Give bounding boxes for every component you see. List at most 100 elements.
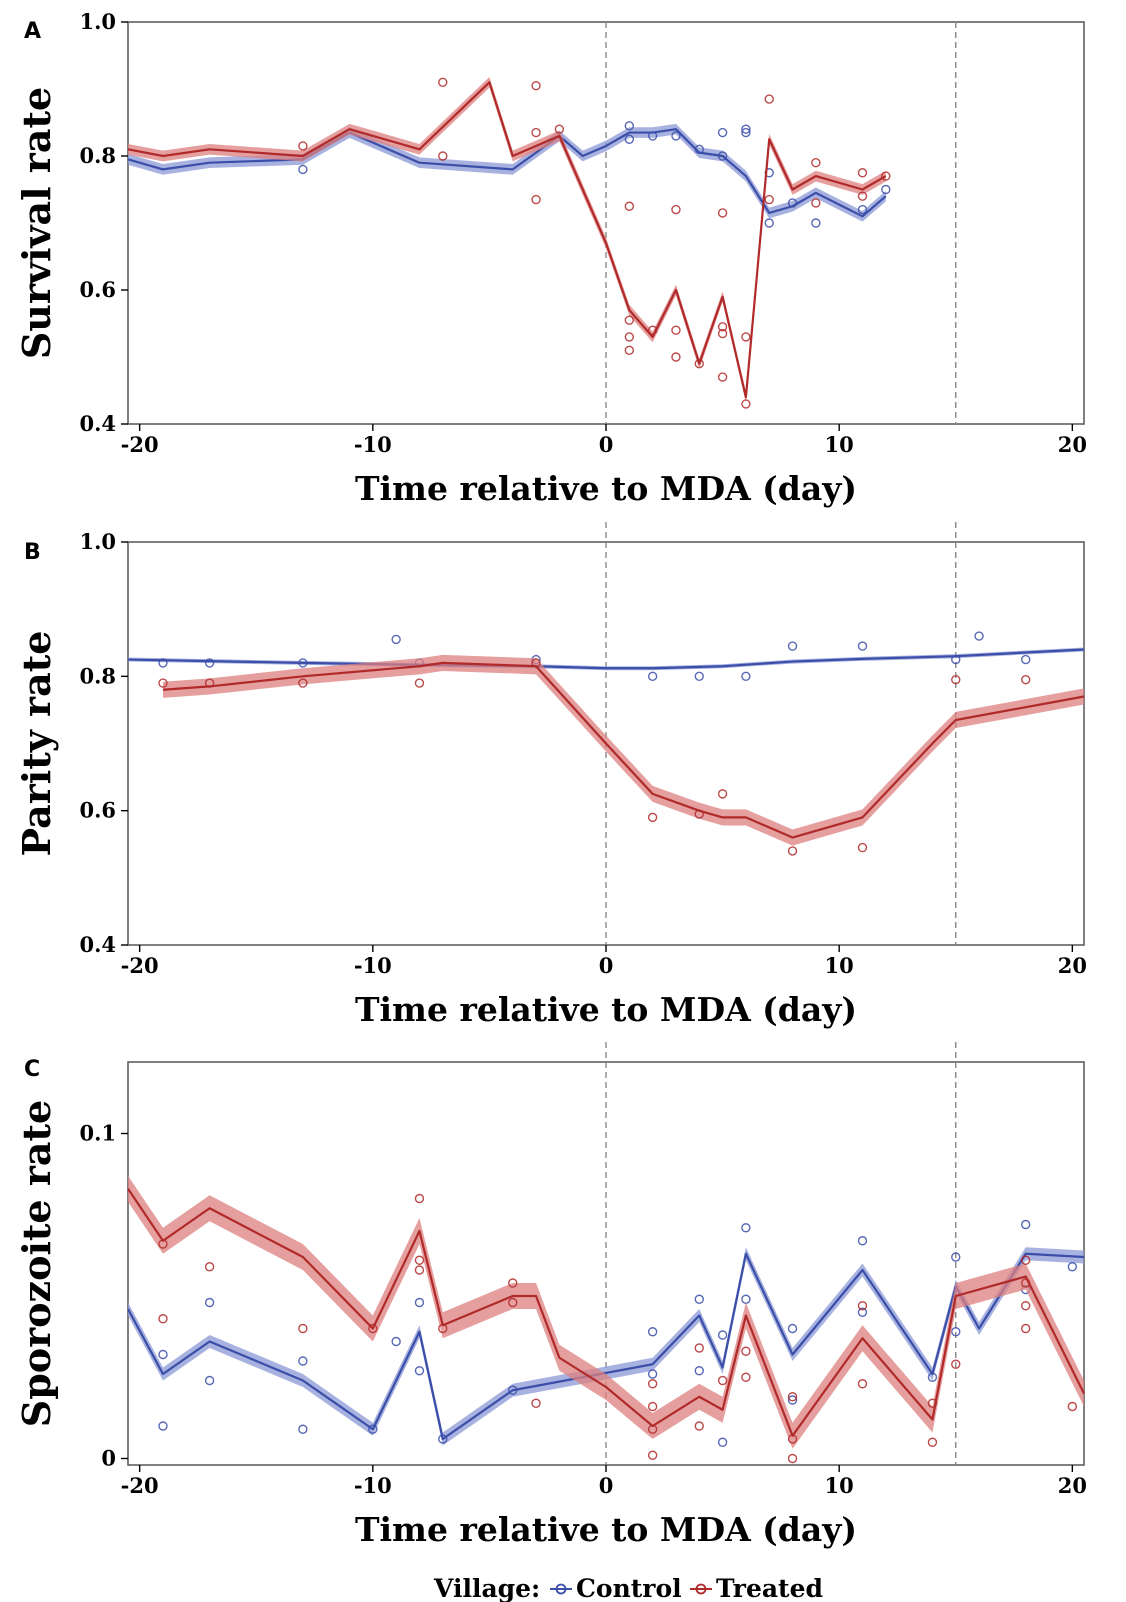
data-point-treated [158,678,168,688]
data-point-treated [438,77,448,88]
data-point-treated [624,345,635,355]
data-point-treated [204,1262,215,1272]
x-tick-label: -20 [121,953,159,978]
x-axis-title: Time relative to MDA (day) [355,990,857,1029]
data-point-control [787,641,798,651]
data-point-control [298,658,308,668]
data-point-control [694,1294,704,1304]
data-point-treated [717,789,728,799]
confidence-band-treated [162,654,1085,846]
legend-treated-label: Treated [716,1574,823,1602]
data-point-control [857,1307,868,1317]
data-point-treated [508,1297,518,1308]
data-point-control [298,164,308,175]
data-point-treated [717,1375,728,1386]
x-tick-label: 20 [1058,432,1087,457]
data-point-control [298,1356,308,1366]
data-point-control [414,1366,425,1376]
data-point-control [158,658,168,668]
x-tick-label: 10 [825,432,854,457]
data-point-control [204,658,215,668]
y-tick-label: 0.6 [79,798,116,823]
data-point-treated [298,1323,308,1334]
data-point-treated [881,171,891,181]
data-point-treated [951,1359,961,1369]
x-tick-label: 0 [599,1473,614,1498]
data-point-treated [368,1323,378,1334]
data-point-treated [647,1401,658,1412]
data-point-control [951,1327,961,1337]
data-point-treated [764,94,774,104]
data-point-treated [531,80,541,91]
data-point-treated [857,1379,868,1389]
data-point-treated [414,1265,425,1275]
y-tick-label: 0.4 [79,932,116,957]
confidence-band-treated [128,1175,1084,1449]
data-point-treated [298,678,308,688]
x-tick-label: -10 [354,953,392,978]
data-point-control [694,1366,704,1376]
data-point-treated [647,325,658,335]
data-point-control [158,1349,168,1360]
data-point-control [368,1424,378,1434]
data-point-treated [1021,1323,1031,1334]
data-point-control [741,124,751,134]
y-axis-title: Parity rate [14,631,59,857]
data-point-treated [671,352,681,362]
data-point-control [204,1375,215,1386]
y-tick-label: 0.6 [79,277,116,302]
data-point-treated [438,1323,448,1334]
y-tick-label: 0.8 [79,143,116,168]
data-point-treated [1021,1301,1031,1311]
data-point-treated [204,678,215,688]
y-tick-label: 0.8 [79,663,116,688]
data-point-control [438,1434,448,1444]
data-point-treated [694,359,704,369]
data-point-treated [671,204,681,215]
panel-label-a: A [24,19,41,44]
data-point-control [717,1437,728,1447]
data-point-treated [671,325,681,335]
data-point-treated [857,1301,868,1311]
data-point-control [647,1327,658,1337]
data-point-control [1021,654,1031,665]
data-point-control [741,671,751,682]
data-point-control [974,631,984,641]
series-treated [158,654,1085,856]
data-point-treated [741,332,751,342]
data-point-control [508,1385,518,1395]
y-axis-title: Sporozoite rate [14,1100,59,1427]
data-point-treated [787,1434,798,1444]
data-point-treated [554,124,565,134]
data-point-control [624,121,635,131]
data-point-treated [694,809,704,819]
legend-title: Village: [433,1574,540,1602]
data-point-treated [158,1239,168,1249]
data-point-control [647,671,658,682]
data-point-treated [158,1314,168,1324]
data-point-control [787,198,798,208]
panel-label-b: B [24,540,41,565]
data-point-treated [624,332,635,342]
panel-sporozoite: -20 -10 0 10 20 0 0.1 Time relative to MDA (day… [14,1042,1087,1549]
data-point-treated [414,1255,425,1265]
data-point-treated [624,315,635,325]
data-point-treated [647,812,658,823]
data-point-control [1021,1219,1031,1230]
data-point-control [717,127,728,138]
y-tick-label: 1.0 [79,529,116,554]
data-point-treated [438,151,448,161]
x-tick-label: -20 [121,1473,159,1498]
data-point-control [764,218,774,228]
data-point-treated [741,1372,751,1382]
data-point-control [647,1369,658,1379]
data-point-treated [647,1379,658,1389]
data-point-treated [531,658,541,668]
data-point-treated [717,328,728,339]
data-point-treated [298,141,308,151]
data-point-control [787,1395,798,1405]
data-point-control [391,1336,401,1347]
data-point-treated [764,194,774,205]
x-tick-label: -10 [354,432,392,457]
legend-item-control: Control [550,1574,682,1602]
